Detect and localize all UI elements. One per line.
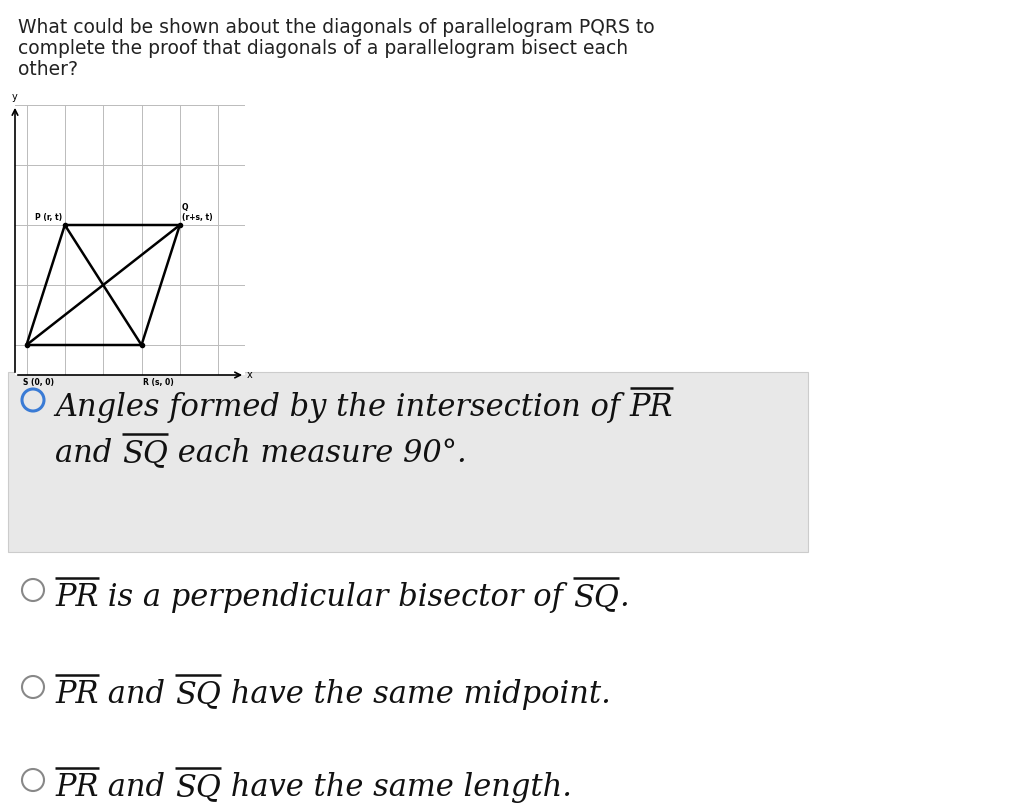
Text: have the same midpoint.: have the same midpoint. [221, 679, 611, 710]
Text: SQ: SQ [175, 679, 221, 710]
Text: PR: PR [55, 679, 99, 710]
FancyBboxPatch shape [8, 659, 807, 747]
Text: R (s, 0): R (s, 0) [143, 378, 174, 387]
Text: other?: other? [18, 60, 78, 79]
Text: S (0, 0): S (0, 0) [22, 378, 54, 387]
Text: and: and [99, 679, 175, 710]
Text: P (r, t): P (r, t) [35, 213, 62, 222]
Text: SQ: SQ [175, 772, 221, 803]
Text: y: y [12, 92, 18, 102]
Text: each measure 90°.: each measure 90°. [168, 438, 467, 469]
Text: PR: PR [630, 392, 673, 423]
Text: SQ: SQ [122, 438, 168, 469]
Text: SQ: SQ [574, 582, 619, 613]
Text: is a perpendicular bisector of: is a perpendicular bisector of [99, 582, 574, 613]
Text: and: and [99, 772, 175, 803]
Text: and: and [55, 438, 122, 469]
FancyBboxPatch shape [8, 752, 807, 807]
FancyBboxPatch shape [8, 562, 807, 652]
Text: have the same length.: have the same length. [221, 772, 573, 803]
FancyBboxPatch shape [8, 372, 807, 552]
Text: complete the proof that diagonals of a parallelogram bisect each: complete the proof that diagonals of a p… [18, 39, 629, 58]
Text: Q
(r+s, t): Q (r+s, t) [182, 203, 213, 222]
Text: PR: PR [55, 582, 99, 613]
Text: What could be shown about the diagonals of parallelogram PQRS to: What could be shown about the diagonals … [18, 18, 655, 37]
Text: PR: PR [55, 772, 99, 803]
Text: .: . [619, 582, 629, 613]
Text: x: x [247, 370, 252, 380]
Text: Angles formed by the intersection of: Angles formed by the intersection of [55, 392, 630, 423]
